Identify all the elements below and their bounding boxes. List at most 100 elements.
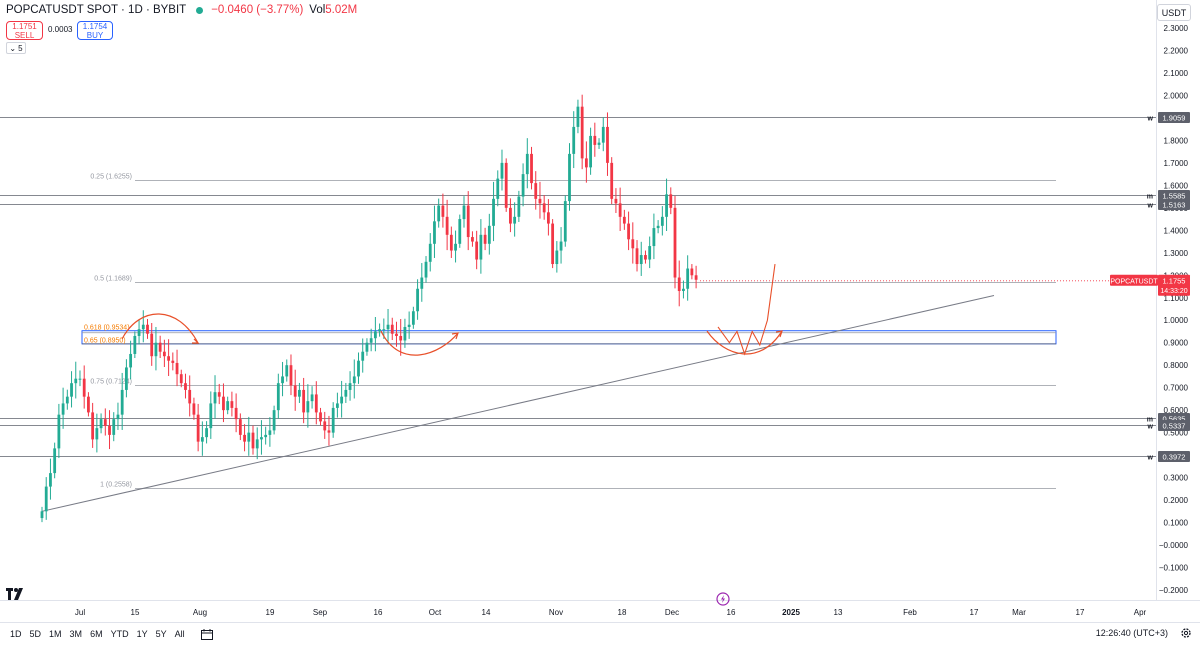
level-flag: w: [1147, 203, 1154, 210]
timeframe-1m[interactable]: 1M: [49, 629, 62, 639]
fib-level-label: 0.25 (1.6255): [90, 174, 132, 181]
symbol-price-tag[interactable]: [1110, 274, 1158, 286]
price-tick-label: 1.7000: [1164, 159, 1189, 168]
time-tick-label: 16: [374, 608, 383, 617]
level-price-text: 1.5163: [1163, 201, 1186, 210]
candle-body: [133, 335, 137, 354]
timeframe-3m[interactable]: 3M: [69, 629, 83, 639]
candle-body: [471, 237, 474, 242]
candle-body: [572, 126, 576, 154]
candle-body: [281, 376, 284, 384]
price-tick-label: −0.0000: [1159, 541, 1189, 550]
projection-path[interactable]: [717, 263, 776, 356]
quantity-selector[interactable]: ⌄ 5: [6, 42, 26, 54]
candle-body: [327, 430, 331, 433]
sell-button[interactable]: 1.1751 SELL: [6, 21, 43, 40]
tradingview-logo-icon[interactable]: [6, 588, 26, 600]
price-tick-label: 0.1000: [1164, 519, 1189, 528]
projection-arc[interactable]: [706, 330, 783, 355]
candle-body: [234, 407, 238, 420]
candle-body: [462, 205, 466, 220]
candle-body: [525, 153, 529, 175]
timeframe-ytd[interactable]: YTD: [110, 629, 129, 639]
trendline-segment[interactable]: [41, 295, 995, 512]
candle-body: [584, 158, 588, 168]
candle-body: [420, 277, 424, 289]
candle-body: [65, 396, 69, 404]
time-tick-label: Mar: [1012, 608, 1026, 617]
candle-body: [411, 311, 415, 325]
candle-body: [179, 374, 183, 384]
projection-drawings[interactable]: [121, 263, 783, 356]
price-tick-label: 2.0000: [1164, 91, 1189, 100]
candle-body: [276, 383, 280, 411]
candle-body: [175, 362, 179, 375]
price-tick-label: 0.2000: [1164, 496, 1189, 505]
candle-body: [44, 486, 48, 512]
arrowhead-icon[interactable]: [451, 332, 459, 340]
price-axis[interactable]: 2.30002.20002.10002.00001.90001.80001.70…: [1156, 0, 1189, 600]
candle-body: [441, 205, 445, 217]
timezone-clock[interactable]: 12:26:40 (UTC+3): [1095, 628, 1168, 638]
candle-body: [61, 403, 65, 415]
candle-body: [285, 365, 289, 377]
candle-body: [694, 275, 698, 280]
price-tick-label: 2.2000: [1164, 46, 1189, 55]
projection-arc[interactable]: [121, 313, 199, 344]
arrowhead-icon[interactable]: [775, 330, 783, 338]
spread-value: 0.0003: [48, 25, 73, 34]
candle-body: [686, 268, 690, 289]
time-tick-label: 14: [482, 608, 491, 617]
timeframe-5d[interactable]: 5D: [29, 629, 42, 639]
candle-body: [336, 403, 339, 408]
fib-level-label: 0.65 (0.8950): [84, 338, 126, 345]
candle-body: [331, 407, 335, 433]
time-tick-label: Dec: [665, 608, 679, 617]
level-flag: w: [1147, 424, 1154, 431]
timeframe-all[interactable]: All: [174, 629, 185, 639]
trendline[interactable]: [41, 295, 995, 512]
calendar-range-icon[interactable]: [200, 628, 213, 640]
symbol-header: POPCATUSDT SPOT · 1D · BYBIT −0.0460 (−3…: [6, 4, 357, 16]
price-chart[interactable]: 0.25 (1.6255) 0.5 (1.1689) 0.618 (0.9534) 0…: [0, 0, 1200, 622]
lightning-icon[interactable]: [716, 592, 730, 606]
timeframe-5y[interactable]: 5Y: [155, 629, 167, 639]
last-price-tag[interactable]: [1158, 274, 1190, 296]
timeframe-6m[interactable]: 6M: [90, 629, 103, 639]
candle-body: [576, 106, 580, 127]
candle-body: [555, 250, 559, 265]
level-price-text: 1.9059: [1163, 114, 1186, 123]
candle-body: [357, 360, 360, 377]
buy-button[interactable]: 1.1754 BUY: [77, 21, 113, 40]
candle-body: [614, 198, 618, 204]
candle-body: [361, 351, 365, 361]
level-flag: w: [1147, 116, 1154, 123]
candle-body: [74, 378, 78, 384]
candle-body: [293, 385, 297, 397]
candle-body: [158, 342, 162, 352]
candle-body: [340, 396, 344, 404]
candle-body: [656, 225, 660, 229]
symbol-title[interactable]: POPCATUSDT SPOT · 1D · BYBIT: [6, 4, 187, 16]
projection-arc[interactable]: [380, 330, 459, 356]
arrowhead-icon[interactable]: [192, 338, 200, 344]
level-price-text: 1.5585: [1163, 192, 1186, 201]
fibonacci-retracement[interactable]: 0.25 (1.6255) 0.5 (1.1689) 0.618 (0.9534) 0…: [81, 174, 1057, 489]
candle-body: [196, 414, 200, 442]
candle-body: [606, 126, 609, 163]
price-tick-label: −0.1000: [1159, 564, 1189, 573]
time-tick-label: Aug: [193, 608, 207, 617]
candle-body: [517, 196, 521, 217]
buy-price: 1.1754: [82, 22, 108, 31]
candle-body: [108, 425, 111, 435]
candle-body: [49, 473, 52, 487]
candle-body: [475, 241, 479, 260]
candle-body: [416, 288, 419, 312]
price-tick-label: 1.6000: [1164, 181, 1189, 190]
currency-selector[interactable]: USDT: [1157, 4, 1191, 21]
time-axis[interactable]: Jul 15 Aug 19 Sep 16 Oct 14 Nov 18 Dec 16 2025 13 Feb 1…: [0, 600, 1200, 618]
timeframe-1d[interactable]: 1D: [10, 629, 22, 639]
timeframe-1y[interactable]: 1Y: [136, 629, 148, 639]
gear-icon[interactable]: [1180, 627, 1192, 639]
